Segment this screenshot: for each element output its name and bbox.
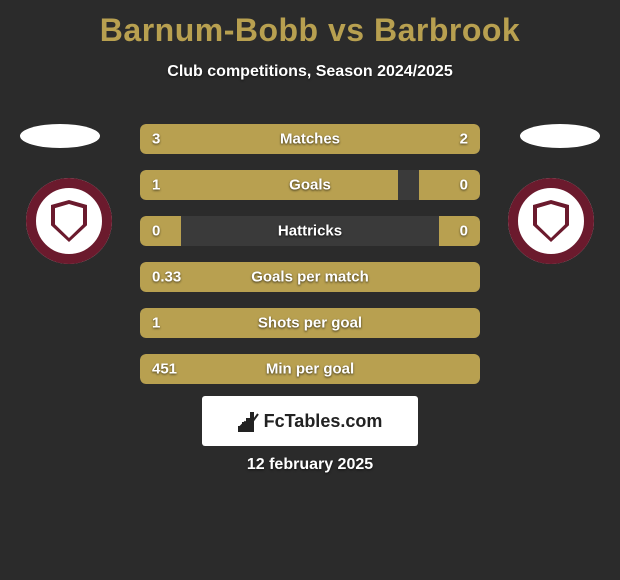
footer-brand-text: FcTables.com bbox=[264, 411, 383, 432]
subtitle: Club competitions, Season 2024/2025 bbox=[0, 63, 620, 81]
stat-label: Shots per goal bbox=[258, 315, 362, 332]
stat-row: 1 0 Goals bbox=[140, 170, 480, 200]
footer-attribution: FcTables.com bbox=[202, 396, 418, 446]
stat-value-right: 2 bbox=[460, 131, 468, 148]
stat-value-left: 451 bbox=[152, 361, 177, 378]
stat-value-left: 0 bbox=[152, 223, 160, 240]
stat-row: 3 2 Matches bbox=[140, 124, 480, 154]
stat-label: Goals per match bbox=[251, 269, 369, 286]
stat-value-left: 1 bbox=[152, 177, 160, 194]
stat-value-right: 0 bbox=[460, 177, 468, 194]
stats-container: 3 2 Matches 1 0 Goals 0 0 Hattricks 0.33 Goals per… bbox=[140, 124, 480, 400]
page-title: Barnum-Bobb vs Barbrook bbox=[0, 0, 620, 49]
stat-bar-left bbox=[140, 170, 398, 200]
stat-row: 0.33 Goals per match bbox=[140, 262, 480, 292]
stat-label: Hattricks bbox=[278, 223, 342, 240]
club-badge-right bbox=[508, 178, 594, 264]
bar-chart-icon bbox=[238, 410, 260, 432]
stat-value-left: 1 bbox=[152, 315, 160, 332]
stat-value-left: 0.33 bbox=[152, 269, 181, 286]
stat-bar-right bbox=[419, 170, 480, 200]
stat-row: 1 Shots per goal bbox=[140, 308, 480, 338]
stat-label: Min per goal bbox=[266, 361, 354, 378]
player-photo-placeholder-left bbox=[20, 124, 100, 148]
stat-bar-left bbox=[140, 216, 181, 246]
stat-value-left: 3 bbox=[152, 131, 160, 148]
date-text: 12 february 2025 bbox=[247, 456, 373, 474]
stat-label: Goals bbox=[289, 177, 331, 194]
player-photo-placeholder-right bbox=[520, 124, 600, 148]
stat-row: 0 0 Hattricks bbox=[140, 216, 480, 246]
stat-row: 451 Min per goal bbox=[140, 354, 480, 384]
stat-value-right: 0 bbox=[460, 223, 468, 240]
club-badge-left bbox=[26, 178, 112, 264]
stat-label: Matches bbox=[280, 131, 340, 148]
